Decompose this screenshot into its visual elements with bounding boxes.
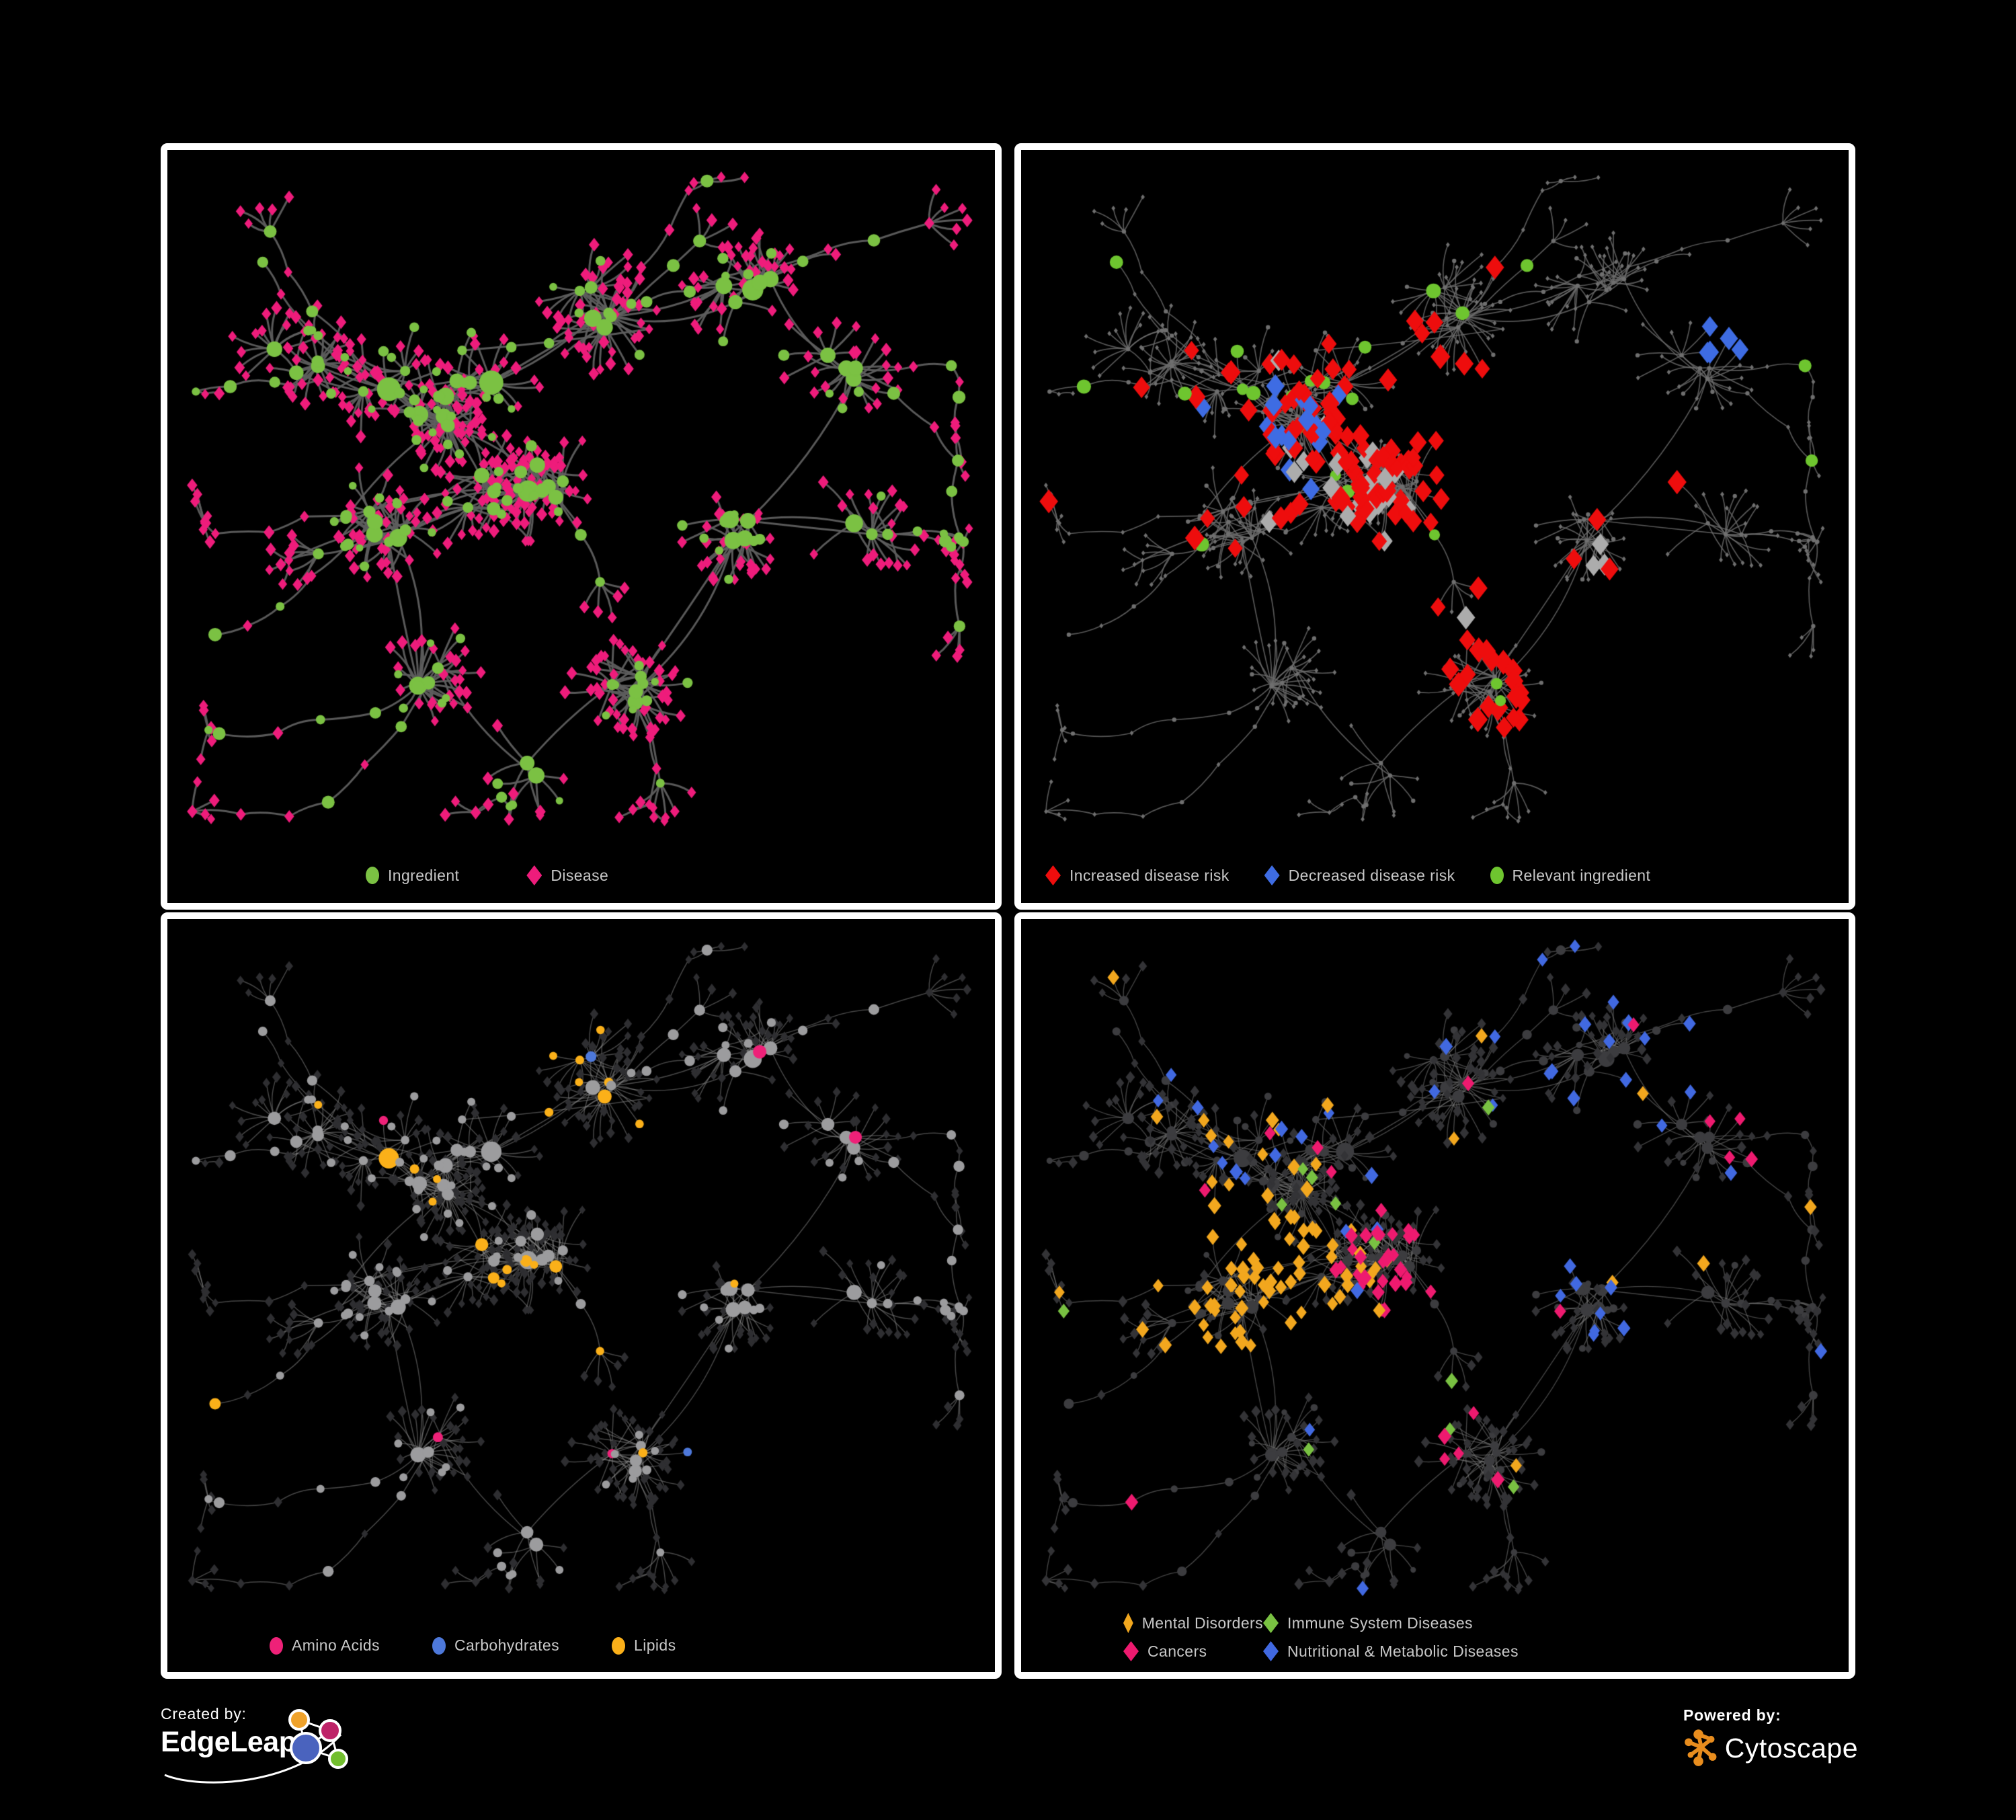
legend-label: Disease [551,866,609,884]
legend-diamond-icon [1264,865,1280,885]
legend-label: Mental Disorders [1141,1614,1263,1632]
legend-item-increased-disease-risk: Increased disease risk [1045,865,1229,885]
legend-circle-icon [1490,867,1504,884]
legend-circle-icon [432,1636,446,1655]
legend-item-carbohydrates: Carbohydrates [432,1636,559,1655]
legend-label: Decreased disease risk [1288,866,1455,884]
cytoscape-brand-name: Cytoscape [1724,1732,1858,1764]
disease-class-network-canvas [1021,919,1849,1672]
legend-circle-icon [612,1636,626,1655]
legend-label: Carbohydrates [454,1636,560,1654]
cytoscape-logo-icon [1685,1729,1717,1766]
legend-item-cancers: Cancers [1123,1641,1263,1661]
legend-item-amino-acids: Amino Acids [270,1636,380,1655]
legend-item-disease: Disease [526,865,608,885]
legend-disease-class: Mental Disorders Immune System Diseases Ca… [1021,1613,1849,1661]
legend-item-immune-system-diseases: Immune System Diseases [1263,1613,1849,1633]
legend-label: Nutritional & Metabolic Diseases [1287,1642,1519,1660]
edgeleap-logo-icon [164,1709,348,1784]
panel-disease-risk: Increased disease risk Decreased disease … [1014,143,1855,910]
ingredient-disease-network-canvas [167,150,995,903]
legend-label: Ingredient [388,866,460,884]
legend-item-nutritional-metabolic-diseases: Nutritional & Metabolic Diseases [1263,1641,1849,1661]
legend-label: Amino Acids [292,1636,380,1654]
legend-label: Relevant ingredient [1512,866,1651,884]
panel-nutrient-class: Amino Acids Carbohydrates Lipids [161,912,1002,1679]
disease-risk-network-canvas [1021,150,1849,903]
powered-by-label: Powered by: [1683,1706,1781,1724]
nutrient-class-network-canvas [167,919,995,1672]
legend-item-ingredient: Ingredient [366,867,459,885]
legend-circle-icon [366,867,379,884]
legend-diamond-icon [526,865,542,885]
legend-label: Increased disease risk [1070,866,1229,884]
panel-disease-class: Mental Disorders Immune System Diseases Ca… [1014,912,1855,1679]
legend-circle-icon [270,1636,283,1655]
legend-diamond-icon [1263,1641,1279,1661]
panel-ingredient-disease: Ingredient Disease [161,143,1002,910]
cytoscape-credit: Powered by: [1683,1706,1858,1780]
created-by-label: Created by: [161,1705,247,1723]
legend-item-decreased-disease-risk: Decreased disease risk [1264,865,1455,885]
legend-diamond-icon [1123,1613,1133,1633]
legend-diamond-icon [1263,1613,1279,1633]
legend-label: Lipids [634,1636,676,1654]
legend-item-relevant-ingredient: Relevant ingredient [1490,867,1651,885]
legend-label: Cancers [1147,1642,1207,1660]
legend-item-lipids: Lipids [612,1636,676,1655]
legend-nutrient-class: Amino Acids Carbohydrates Lipids [167,1636,995,1655]
legend-diamond-icon [1123,1641,1139,1661]
legend-disease-risk: Increased disease risk Decreased disease … [1021,865,1849,885]
legend-ingredient-disease: Ingredient Disease [167,865,995,885]
edgeleap-brand-name: EdgeLeap [161,1726,296,1758]
legend-diamond-icon [1045,865,1061,885]
edgeleap-credit: Created by: EdgeLeap [161,1705,376,1792]
legend-label: Immune System Diseases [1287,1614,1473,1632]
legend-item-mental-disorders: Mental Disorders [1123,1613,1263,1633]
